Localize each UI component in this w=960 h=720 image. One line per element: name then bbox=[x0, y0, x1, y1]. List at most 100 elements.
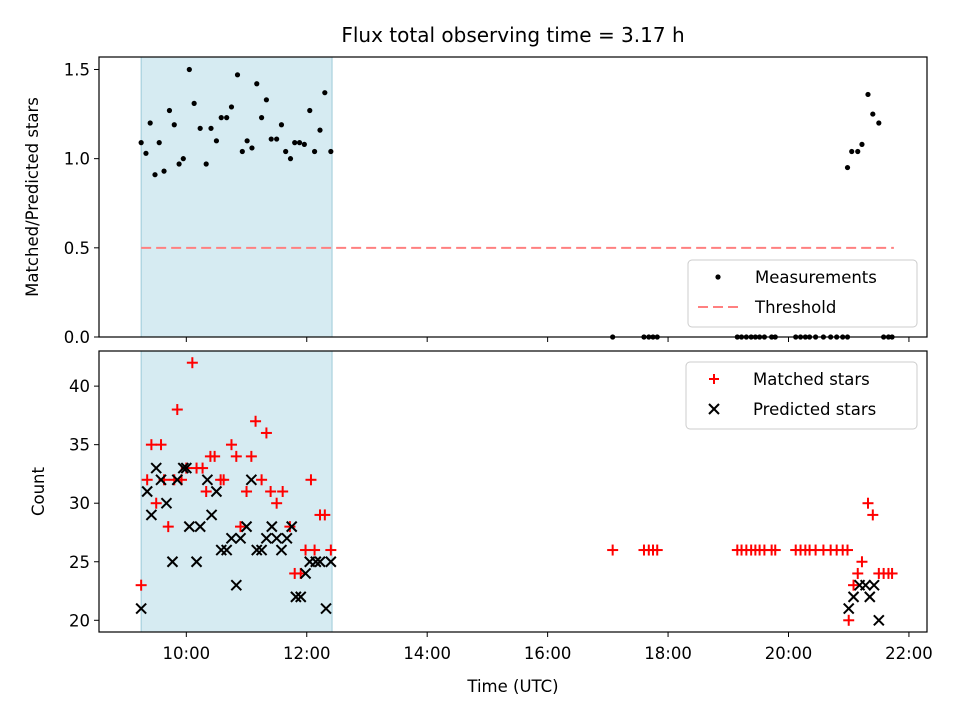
matched-star-point bbox=[862, 497, 874, 509]
measurement-point bbox=[191, 100, 197, 106]
measurement-point bbox=[218, 115, 224, 121]
x-tick-label: 12:00 bbox=[283, 644, 331, 663]
bottom-axes-frame bbox=[98, 350, 928, 633]
predicted-star-point bbox=[299, 567, 312, 580]
measurement-point bbox=[311, 148, 318, 155]
ratio-panel: Flux total observing time = 3.17 h 0.00.… bbox=[23, 23, 928, 347]
matched-star-point bbox=[856, 556, 868, 568]
measurement-point bbox=[197, 125, 203, 131]
predicted-star-point bbox=[873, 614, 885, 626]
legend-label-threshold: Threshold bbox=[754, 298, 836, 317]
predicted-star-point bbox=[183, 520, 196, 533]
measurement-point bbox=[278, 122, 285, 128]
predicted-star-point bbox=[230, 579, 243, 591]
measurement-point bbox=[317, 127, 323, 133]
predicted-star-point bbox=[210, 485, 223, 498]
matched-star-point bbox=[245, 450, 257, 462]
measurement-point bbox=[283, 148, 289, 155]
predicted-star-point bbox=[847, 591, 860, 603]
y-tick-label: 25 bbox=[69, 553, 90, 572]
matched-star-point bbox=[235, 521, 247, 533]
bottom-legend: Matched stars Predicted stars bbox=[685, 361, 918, 430]
measurement-point bbox=[239, 148, 245, 155]
matched-star-point bbox=[284, 521, 296, 533]
top-legend: Measurements Threshold bbox=[687, 259, 918, 328]
predicted-star-point bbox=[245, 474, 258, 486]
x-tick-label: 16:00 bbox=[524, 644, 572, 663]
legend-marker-predicted bbox=[708, 403, 720, 415]
predicted-star-point bbox=[155, 474, 167, 486]
matched-star-point bbox=[607, 544, 619, 556]
matched-star-point bbox=[241, 486, 253, 497]
measurement-point bbox=[176, 161, 182, 167]
predicted-star-point bbox=[171, 474, 183, 486]
measurement-point bbox=[328, 148, 334, 155]
y-tick-label: 1.0 bbox=[64, 150, 90, 169]
predicted-star-point bbox=[314, 556, 326, 568]
measurement-point bbox=[186, 66, 192, 73]
y-tick-label: 1.5 bbox=[64, 60, 90, 79]
observing-window-span bbox=[140, 56, 333, 338]
measurement-point bbox=[203, 161, 209, 167]
predicted-star-point bbox=[194, 520, 206, 533]
legend-label-matched: Matched stars bbox=[753, 370, 870, 389]
top-legend-box bbox=[687, 259, 918, 328]
predicted-star-point bbox=[141, 485, 153, 498]
bottom-y-axis-ticks: 20 25 30 35 40 bbox=[69, 377, 99, 630]
measurement-point bbox=[254, 81, 260, 87]
matched-star-point bbox=[162, 521, 174, 533]
predicted-star-point bbox=[150, 462, 162, 474]
bottom-x-axis-ticks: 10:00 12:00 14:00 16:00 18:00 20:00 22:00 bbox=[163, 632, 933, 663]
legend-label-measurements: Measurements bbox=[755, 268, 877, 287]
predicted-star-point bbox=[145, 509, 158, 521]
matched-star-point bbox=[150, 497, 162, 509]
predicted-star-points bbox=[135, 462, 885, 626]
predicted-star-point bbox=[160, 497, 173, 509]
measurement-point bbox=[234, 72, 241, 78]
matched-star-point bbox=[325, 544, 337, 556]
matched-star-point bbox=[309, 544, 321, 556]
measurement-point bbox=[143, 150, 149, 156]
measurement-point bbox=[849, 148, 855, 155]
matched-star-point bbox=[769, 544, 781, 556]
matched-star-point bbox=[651, 544, 663, 556]
predicted-star-point bbox=[868, 579, 880, 591]
top-y-axis-label: Matched/Predicted stars bbox=[23, 97, 42, 297]
matched-star-point bbox=[319, 509, 331, 521]
matched-star-point bbox=[197, 462, 209, 474]
y-tick-label: 20 bbox=[69, 611, 90, 630]
matched-star-point bbox=[265, 486, 277, 497]
predicted-star-point bbox=[843, 602, 855, 615]
predicted-star-point bbox=[205, 509, 218, 521]
legend-marker-measurements bbox=[715, 274, 721, 280]
y-tick-label: 30 bbox=[69, 494, 90, 513]
x-tick-label: 10:00 bbox=[163, 644, 211, 663]
measurement-point bbox=[171, 122, 177, 128]
measurement-point bbox=[876, 120, 882, 126]
matched-star-point bbox=[305, 474, 317, 486]
predicted-star-point bbox=[135, 602, 147, 615]
matched-star-point bbox=[135, 579, 147, 591]
y-tick-label: 40 bbox=[69, 377, 90, 396]
predicted-star-point bbox=[320, 602, 332, 615]
measurement-point bbox=[138, 140, 144, 146]
predicted-star-point bbox=[281, 532, 293, 545]
measurement-point bbox=[870, 111, 876, 117]
x-tick-label: 20:00 bbox=[765, 644, 813, 663]
y-tick-label: 0.5 bbox=[64, 239, 90, 258]
predicted-star-point bbox=[310, 556, 322, 568]
predicted-star-point bbox=[275, 544, 288, 556]
y-tick-label: 35 bbox=[69, 436, 90, 455]
measurement-point bbox=[258, 115, 265, 121]
measurement-point bbox=[244, 138, 250, 144]
x-axis-label: Time (UTC) bbox=[466, 677, 558, 696]
legend-marker-matched bbox=[709, 374, 719, 384]
measurement-point bbox=[263, 97, 270, 103]
measurement-point bbox=[301, 141, 307, 147]
predicted-star-point bbox=[290, 591, 302, 603]
bottom-y-axis-label: Count bbox=[29, 466, 48, 516]
measurement-point bbox=[287, 156, 294, 162]
predicted-star-point bbox=[270, 532, 283, 545]
top-y-axis-ticks: 0.0 0.5 1.0 1.5 bbox=[64, 60, 99, 347]
predicted-star-point bbox=[220, 544, 233, 556]
